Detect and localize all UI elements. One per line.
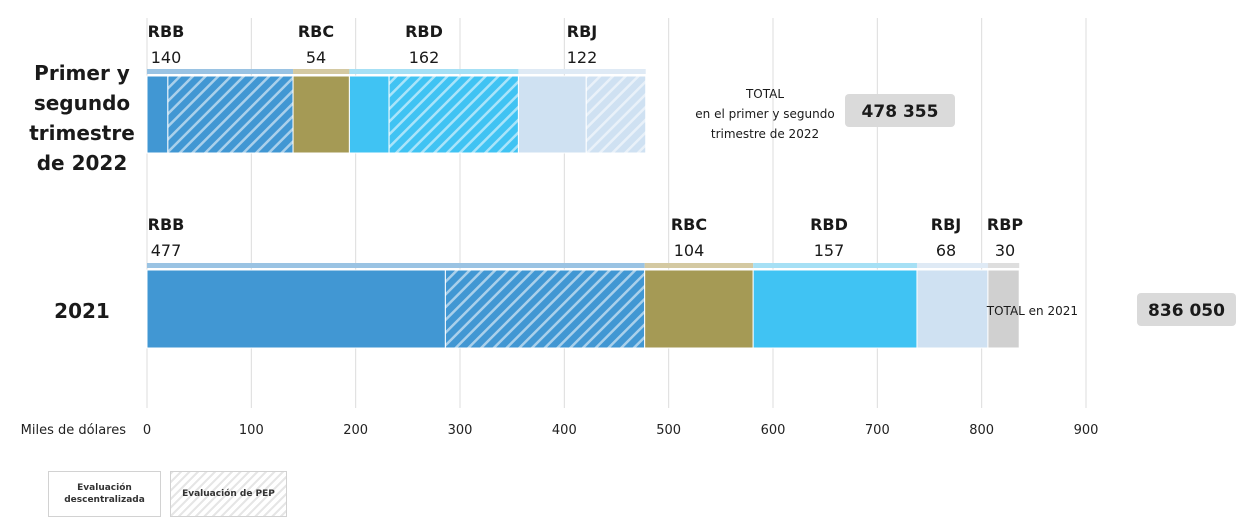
segment-header-rbj bbox=[518, 69, 646, 74]
segment-header-rbb bbox=[147, 263, 645, 268]
x-tick-label: 400 bbox=[552, 423, 577, 438]
x-axis-label: Miles de dólares bbox=[21, 423, 127, 438]
segment-header-rbc bbox=[293, 69, 350, 74]
total-label: trimestre de 2022 bbox=[711, 127, 819, 141]
x-tick-label: 200 bbox=[343, 423, 368, 438]
data-label-rbd: 162 bbox=[409, 48, 440, 67]
bar-rbd-descentralizada bbox=[348, 75, 390, 154]
x-tick-label: 0 bbox=[143, 423, 151, 438]
total-badge bbox=[845, 94, 955, 127]
x-tick-label: 700 bbox=[865, 423, 890, 438]
x-tick-label: 800 bbox=[969, 423, 994, 438]
data-label-rbb: 477 bbox=[151, 241, 182, 260]
data-label-rbc: 54 bbox=[306, 48, 326, 67]
region-label-rbb: RBB bbox=[148, 22, 185, 41]
x-tick-label: 500 bbox=[656, 423, 681, 438]
total-value: 478 355 bbox=[862, 102, 939, 122]
x-tick-label: 600 bbox=[761, 423, 786, 438]
segment-header-rbc bbox=[644, 263, 754, 268]
bar-rbb-pep-hatch bbox=[445, 270, 645, 348]
region-label-rbb: RBB bbox=[148, 215, 185, 234]
segment-header-rbd bbox=[349, 69, 519, 74]
data-label-rbc: 104 bbox=[674, 241, 705, 260]
x-tick-label: 300 bbox=[448, 423, 473, 438]
segment-header-rbp bbox=[987, 263, 1020, 268]
total-label: TOTAL bbox=[745, 87, 784, 101]
segment-header-rbb bbox=[147, 69, 294, 74]
data-label-rbd: 157 bbox=[814, 241, 845, 260]
category-label: 2021 bbox=[54, 299, 110, 323]
category-label: Primer y bbox=[34, 61, 130, 85]
region-label-rbc: RBC bbox=[671, 215, 707, 234]
total-label: TOTAL en 2021 bbox=[986, 304, 1078, 318]
bar-rbj-descentralizada bbox=[517, 75, 587, 154]
segment-header-rbj bbox=[916, 263, 988, 268]
legend-item-evaluacion-pep: Evaluación de PEP bbox=[170, 471, 287, 517]
segment-header-rbd bbox=[753, 263, 917, 268]
bar-rbc-descentralizada bbox=[644, 269, 754, 349]
data-label-rbj: 122 bbox=[567, 48, 598, 67]
bar-rbp-descentralizada bbox=[987, 269, 1020, 349]
bar-rbb-descentralizada bbox=[146, 75, 169, 154]
x-tick-label: 900 bbox=[1074, 423, 1099, 438]
total-label: en el primer y segundo bbox=[695, 107, 834, 121]
data-label-rbp: 30 bbox=[995, 241, 1015, 260]
region-label-rbj: RBJ bbox=[567, 22, 597, 41]
region-label-rbc: RBC bbox=[298, 22, 334, 41]
region-label-rbp: RBP bbox=[987, 215, 1024, 234]
bar-rbj-pep-hatch bbox=[586, 76, 646, 153]
bar-rbb-descentralizada bbox=[146, 269, 446, 349]
region-label-rbd: RBD bbox=[405, 22, 443, 41]
total-badge bbox=[1137, 293, 1236, 326]
legend-label: Evaluación descentralizada bbox=[64, 482, 145, 505]
bar-rbb-pep-hatch bbox=[167, 76, 294, 153]
legend-label: Evaluación de PEP bbox=[182, 488, 275, 499]
region-label-rbj: RBJ bbox=[931, 215, 961, 234]
bar-rbd-pep-hatch bbox=[389, 76, 519, 153]
data-label-rbb: 140 bbox=[151, 48, 182, 67]
region-label-rbd: RBD bbox=[810, 215, 848, 234]
bar-rbj-descentralizada bbox=[916, 269, 989, 349]
data-label-rbj: 68 bbox=[936, 241, 956, 260]
category-label: trimestre bbox=[29, 121, 135, 145]
bars bbox=[146, 69, 1236, 349]
x-tick-label: 100 bbox=[239, 423, 264, 438]
category-label: de 2022 bbox=[37, 151, 128, 175]
labels: 0 100 200 300 400 500 600 700 800 900 Miles de dól… bbox=[21, 22, 1225, 438]
total-value: 836 050 bbox=[1148, 301, 1225, 321]
legend-item-evaluacion-descentralizada: Evaluación descentralizada bbox=[48, 471, 161, 517]
category-label: segundo bbox=[34, 91, 130, 115]
bar-rbc-descentralizada bbox=[292, 75, 350, 154]
bar-rbd-descentralizada bbox=[752, 269, 918, 349]
chart: 0 100 200 300 400 500 600 700 800 900 Miles de dól… bbox=[21, 18, 1236, 438]
